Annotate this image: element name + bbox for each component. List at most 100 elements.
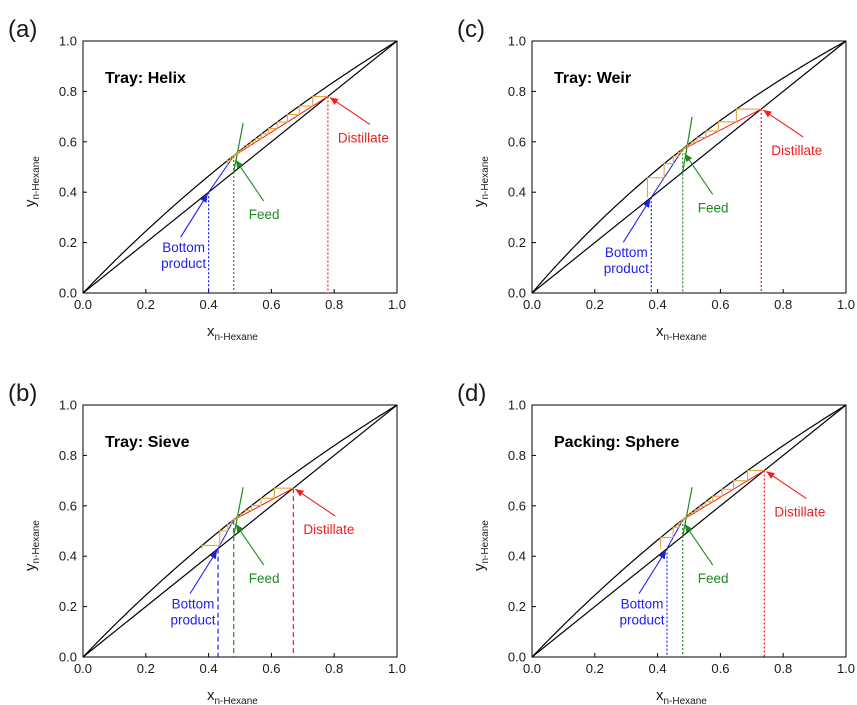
y-tick-label: 1.0 (508, 34, 526, 49)
y-tick-label: 1.0 (59, 34, 77, 49)
feed-arrow-head (684, 153, 693, 163)
stage-steps (201, 487, 294, 549)
chart-title: Tray: Helix (105, 70, 186, 87)
y-tick-label: 0.0 (59, 286, 77, 301)
rectifying-operating-line (233, 96, 329, 157)
distillate-arrow (766, 471, 807, 499)
equilibrium-curve (82, 40, 398, 294)
rectifying-operating-line (682, 470, 765, 521)
x-axis-label-sub: n-Hexane (215, 332, 259, 343)
rectifying-operating-line (682, 108, 762, 150)
bottom-label-line2: product (171, 613, 216, 628)
panel-letter: (a) (8, 16, 37, 43)
feed-label: Feed (249, 207, 280, 222)
x-tick-label: 0.6 (711, 297, 729, 312)
y-tick-label: 0.2 (59, 235, 77, 250)
bottom-arrow-head (658, 550, 667, 560)
y-axis-label-main: y (471, 563, 488, 571)
x-axis-label-sub: n-Hexane (664, 696, 708, 705)
y-tick-label: 0.0 (59, 650, 77, 665)
feed-arrow-head (235, 524, 244, 533)
y-axis-label-sub: n-Hexane (480, 520, 491, 564)
q-line (233, 487, 244, 537)
bottom-label-line1: Bottom (172, 597, 215, 612)
plot-frame (531, 40, 847, 294)
y-tick-label: 0.4 (59, 185, 77, 200)
diagonal-line (531, 40, 847, 294)
q-line (233, 123, 244, 173)
chart-panel: (c) 0.0 0.2 0.4 0.6 0.8 1.0 0.0 0.2 0.4 0.6 0.8 1.0 x… (457, 16, 855, 343)
chart-panel: (a) 0.0 0.2 0.4 0.6 0.8 1.0 0.0 0.2 0.4 0.6 0.8 1.0 x… (8, 16, 406, 343)
feed-arrow (684, 153, 714, 195)
y-tick-label: 0.6 (508, 134, 526, 149)
bottom-arrow (622, 198, 651, 243)
distillate-label: Distillate (338, 130, 389, 145)
x-tick-label: 0.6 (262, 661, 280, 676)
chart-panel: (b) 0.0 0.2 0.4 0.6 0.8 1.0 0.0 0.2 0.4 0.6 0.8 1.0 x… (8, 380, 406, 705)
y-tick-label: 0.8 (59, 448, 77, 463)
x-tick-label: 0.0 (74, 661, 92, 676)
chart-title: Packing: Sphere (554, 434, 679, 451)
x-tick-label: 0.8 (325, 661, 343, 676)
chart-panel: (d) 0.0 0.2 0.4 0.6 0.8 1.0 0.0 0.2 0.4 0.6 0.8 1.0 x… (457, 380, 855, 705)
x-axis-label-main: x (656, 687, 664, 704)
q-line (682, 487, 693, 537)
x-tick-label: 0.0 (523, 297, 541, 312)
y-axis-label: yn-Hexane (471, 520, 491, 571)
bottom-label-line2: product (604, 261, 649, 276)
distillate-arrow (329, 96, 371, 125)
bottom-arrow-head (209, 550, 218, 560)
bottom-label-line1: Bottom (621, 597, 664, 612)
y-axis-label-main: y (22, 199, 39, 207)
y-axis-label-main: y (22, 563, 39, 571)
x-tick-label: 0.4 (200, 297, 218, 312)
bottom-arrow-head (200, 194, 208, 203)
stripping-operating-line (666, 519, 684, 549)
plot-frame (531, 404, 847, 658)
distillate-arrow-head (763, 110, 772, 118)
x-tick-label: 0.8 (774, 297, 792, 312)
y-tick-label: 1.0 (508, 398, 526, 413)
x-tick-label: 1.0 (837, 661, 855, 676)
distillate-label: Distillate (771, 143, 822, 158)
panel-letter: (c) (457, 16, 485, 43)
feed-label: Feed (698, 571, 729, 586)
bottom-label-line1: Bottom (162, 240, 205, 255)
y-axis-label-sub: n-Hexane (31, 156, 42, 200)
y-tick-label: 0.4 (508, 185, 526, 200)
panel-letter: (d) (457, 380, 486, 407)
distillate-arrow (762, 109, 804, 138)
y-tick-label: 0.8 (508, 448, 526, 463)
y-tick-label: 0.2 (59, 599, 77, 614)
y-tick-label: 0.4 (59, 549, 77, 564)
y-tick-label: 0.4 (508, 549, 526, 564)
x-tick-label: 0.2 (586, 661, 604, 676)
feed-arrow (684, 523, 714, 566)
chart-title: Tray: Weir (554, 70, 631, 87)
feed-label: Feed (698, 200, 729, 215)
x-axis-label: xn-Hexane (207, 323, 258, 343)
x-axis-label: xn-Hexane (207, 687, 258, 705)
x-axis-label-sub: n-Hexane (215, 696, 259, 705)
y-tick-label: 0.2 (508, 235, 526, 250)
y-tick-label: 0.0 (508, 650, 526, 665)
y-tick-label: 0.8 (59, 84, 77, 99)
x-axis-label: xn-Hexane (656, 323, 707, 343)
x-tick-label: 1.0 (388, 661, 406, 676)
y-axis-label: yn-Hexane (471, 156, 491, 207)
feed-label: Feed (249, 571, 280, 586)
y-axis-label: yn-Hexane (22, 520, 42, 571)
distillate-arrow-head (329, 97, 339, 105)
distillate-arrow (295, 488, 336, 517)
y-tick-label: 0.6 (59, 134, 77, 149)
plot-frame (82, 404, 398, 658)
bottom-arrow-head (643, 199, 651, 208)
x-axis-label: xn-Hexane (656, 687, 707, 705)
chart-title: Tray: Sieve (105, 434, 190, 451)
x-axis-label-main: x (656, 323, 664, 340)
bottom-arrow (180, 193, 209, 238)
bottom-arrow (638, 550, 667, 594)
equilibrium-curve (82, 404, 398, 658)
bottom-arrow (189, 550, 218, 594)
